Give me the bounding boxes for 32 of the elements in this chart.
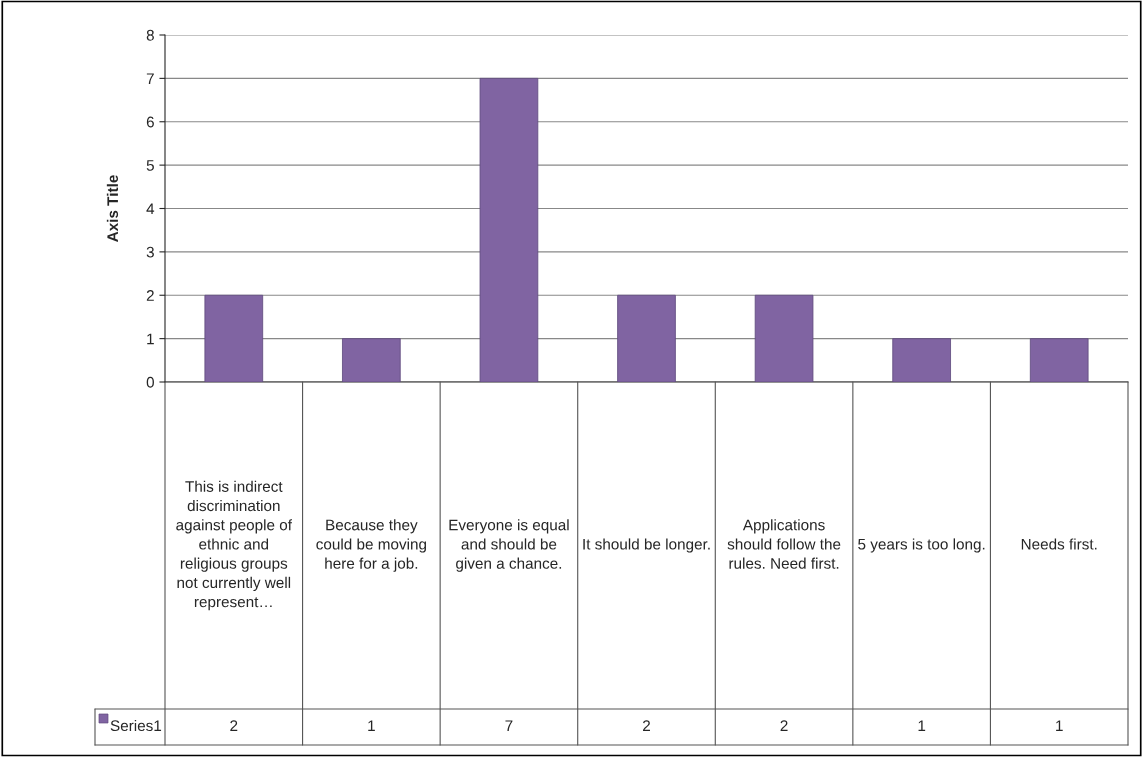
data-label: 1 [918,720,926,731]
bar [1029,338,1089,382]
data-label: 2 [230,720,238,731]
y-axis-title: Axis Title [106,175,119,242]
x-tick-label: 5 years is too long. [858,538,985,553]
y-tick-label: 5 [146,160,154,171]
x-tick-label: Applications should follow the rules. Need first. [727,519,841,569]
y-tick-label: 7 [146,73,154,84]
y-tick-label: 4 [146,203,155,215]
bar [617,294,676,382]
data-label: 2 [780,720,788,731]
data-label: 7 [505,720,513,731]
x-tick-label: It should be longer. [583,538,710,553]
data-label: 1 [368,720,375,731]
y-tick-label: 3 [146,246,154,258]
x-tick-label: Everyone is equal and should be given a chance. [449,519,569,572]
y-tick-label: 8 [146,29,154,41]
data-label: 2 [643,720,650,731]
y-tick-label: 0 [146,376,154,388]
bar [479,77,539,382]
y-tick-label: 6 [146,116,154,128]
data-label: 1 [1056,720,1063,731]
x-tick-label: Needs first. [1021,538,1097,550]
bar [754,294,814,382]
bar [892,338,951,382]
x-tick-label: This is indirect discrimination against people of ethnic and religious groups not currently well represent… [176,480,292,611]
legend-label: Series1 [110,719,162,732]
bar [342,338,401,382]
y-tick-label: 1 [147,333,154,345]
bar [204,294,264,382]
y-tick-label: 2 [146,290,154,301]
x-tick-label: Because they could be moving here for a job. [316,519,426,572]
